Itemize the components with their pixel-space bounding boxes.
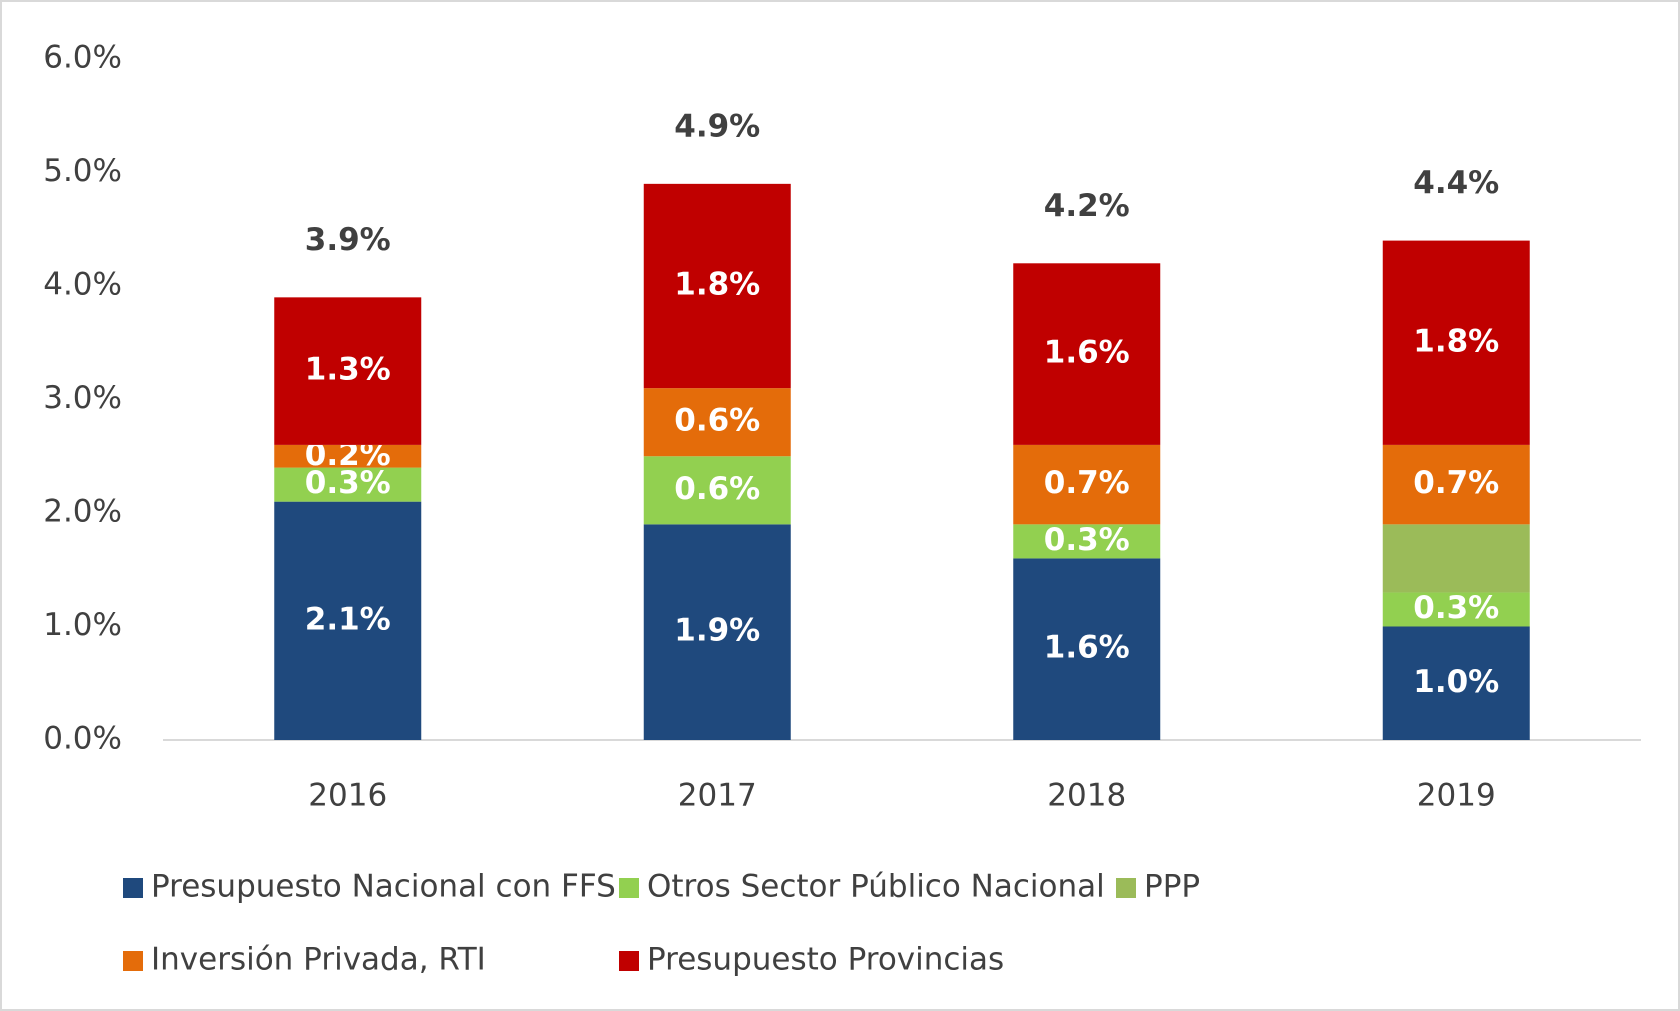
legend-label: Presupuesto Provincias: [647, 942, 1004, 978]
bar-segment: [1013, 524, 1161, 559]
bar-segment: [1013, 558, 1161, 740]
legend-label: PPP: [1144, 869, 1200, 905]
bar-segment: [643, 524, 791, 740]
bar-segment: [643, 388, 791, 457]
data-label: 1.6%: [1044, 335, 1130, 371]
total-label: 4.4%: [1413, 165, 1499, 201]
y-tick-label: 1.0%: [43, 607, 122, 643]
bar-segment: [274, 467, 422, 502]
x-tick-label: 2016: [308, 778, 387, 814]
bar-segment: [274, 444, 422, 468]
bar-segment: [1013, 444, 1161, 525]
legend-swatch: [123, 951, 143, 971]
y-tick-label: 4.0%: [43, 267, 122, 303]
total-label: 4.2%: [1044, 188, 1130, 224]
x-tick-label: 2017: [678, 778, 757, 814]
data-label: 0.3%: [305, 465, 391, 501]
legend-swatch: [123, 878, 143, 898]
legend-label: Presupuesto Nacional con FFS: [151, 869, 616, 905]
data-label: 1.9%: [674, 613, 760, 649]
y-tick-label: 2.0%: [43, 494, 122, 530]
data-label: 1.6%: [1044, 630, 1130, 666]
legend-swatch: [619, 951, 639, 971]
legend-swatch: [1116, 878, 1136, 898]
x-tick-label: 2019: [1417, 778, 1496, 814]
bar-segment: [1382, 524, 1530, 593]
data-label: 0.7%: [1044, 465, 1130, 501]
total-label: 3.9%: [305, 222, 391, 258]
total-label: 4.9%: [674, 108, 760, 144]
x-tick-label: 2018: [1047, 778, 1126, 814]
bar-segment: [1382, 240, 1530, 445]
bar-segment: [1382, 444, 1530, 525]
y-tick-label: 5.0%: [43, 153, 122, 189]
y-tick-label: 0.0%: [43, 721, 122, 757]
bar-segment: [274, 501, 422, 740]
y-tick-label: 6.0%: [43, 40, 122, 76]
legend-label: Inversión Privada, RTI: [151, 942, 486, 978]
bar-segment: [274, 297, 422, 445]
data-label: 0.7%: [1413, 465, 1499, 501]
bar-segment: [1382, 592, 1530, 627]
data-label: 1.8%: [674, 267, 760, 303]
data-label: 0.3%: [1044, 522, 1130, 558]
bar-segment: [1382, 626, 1530, 740]
bar-segment: [643, 183, 791, 389]
data-label: 1.3%: [305, 352, 391, 388]
data-label: 0.6%: [674, 471, 760, 507]
data-label: 0.6%: [674, 403, 760, 439]
data-label: 0.3%: [1413, 590, 1499, 626]
bar-segment: [1013, 263, 1161, 445]
data-label: 1.0%: [1413, 664, 1499, 700]
y-tick-label: 3.0%: [43, 380, 122, 416]
data-label: 2.1%: [305, 601, 391, 637]
data-label: 1.8%: [1413, 323, 1499, 359]
bar-segment: [643, 456, 791, 525]
legend-label: Otros Sector Público Nacional: [647, 869, 1105, 905]
legend-swatch: [619, 878, 639, 898]
